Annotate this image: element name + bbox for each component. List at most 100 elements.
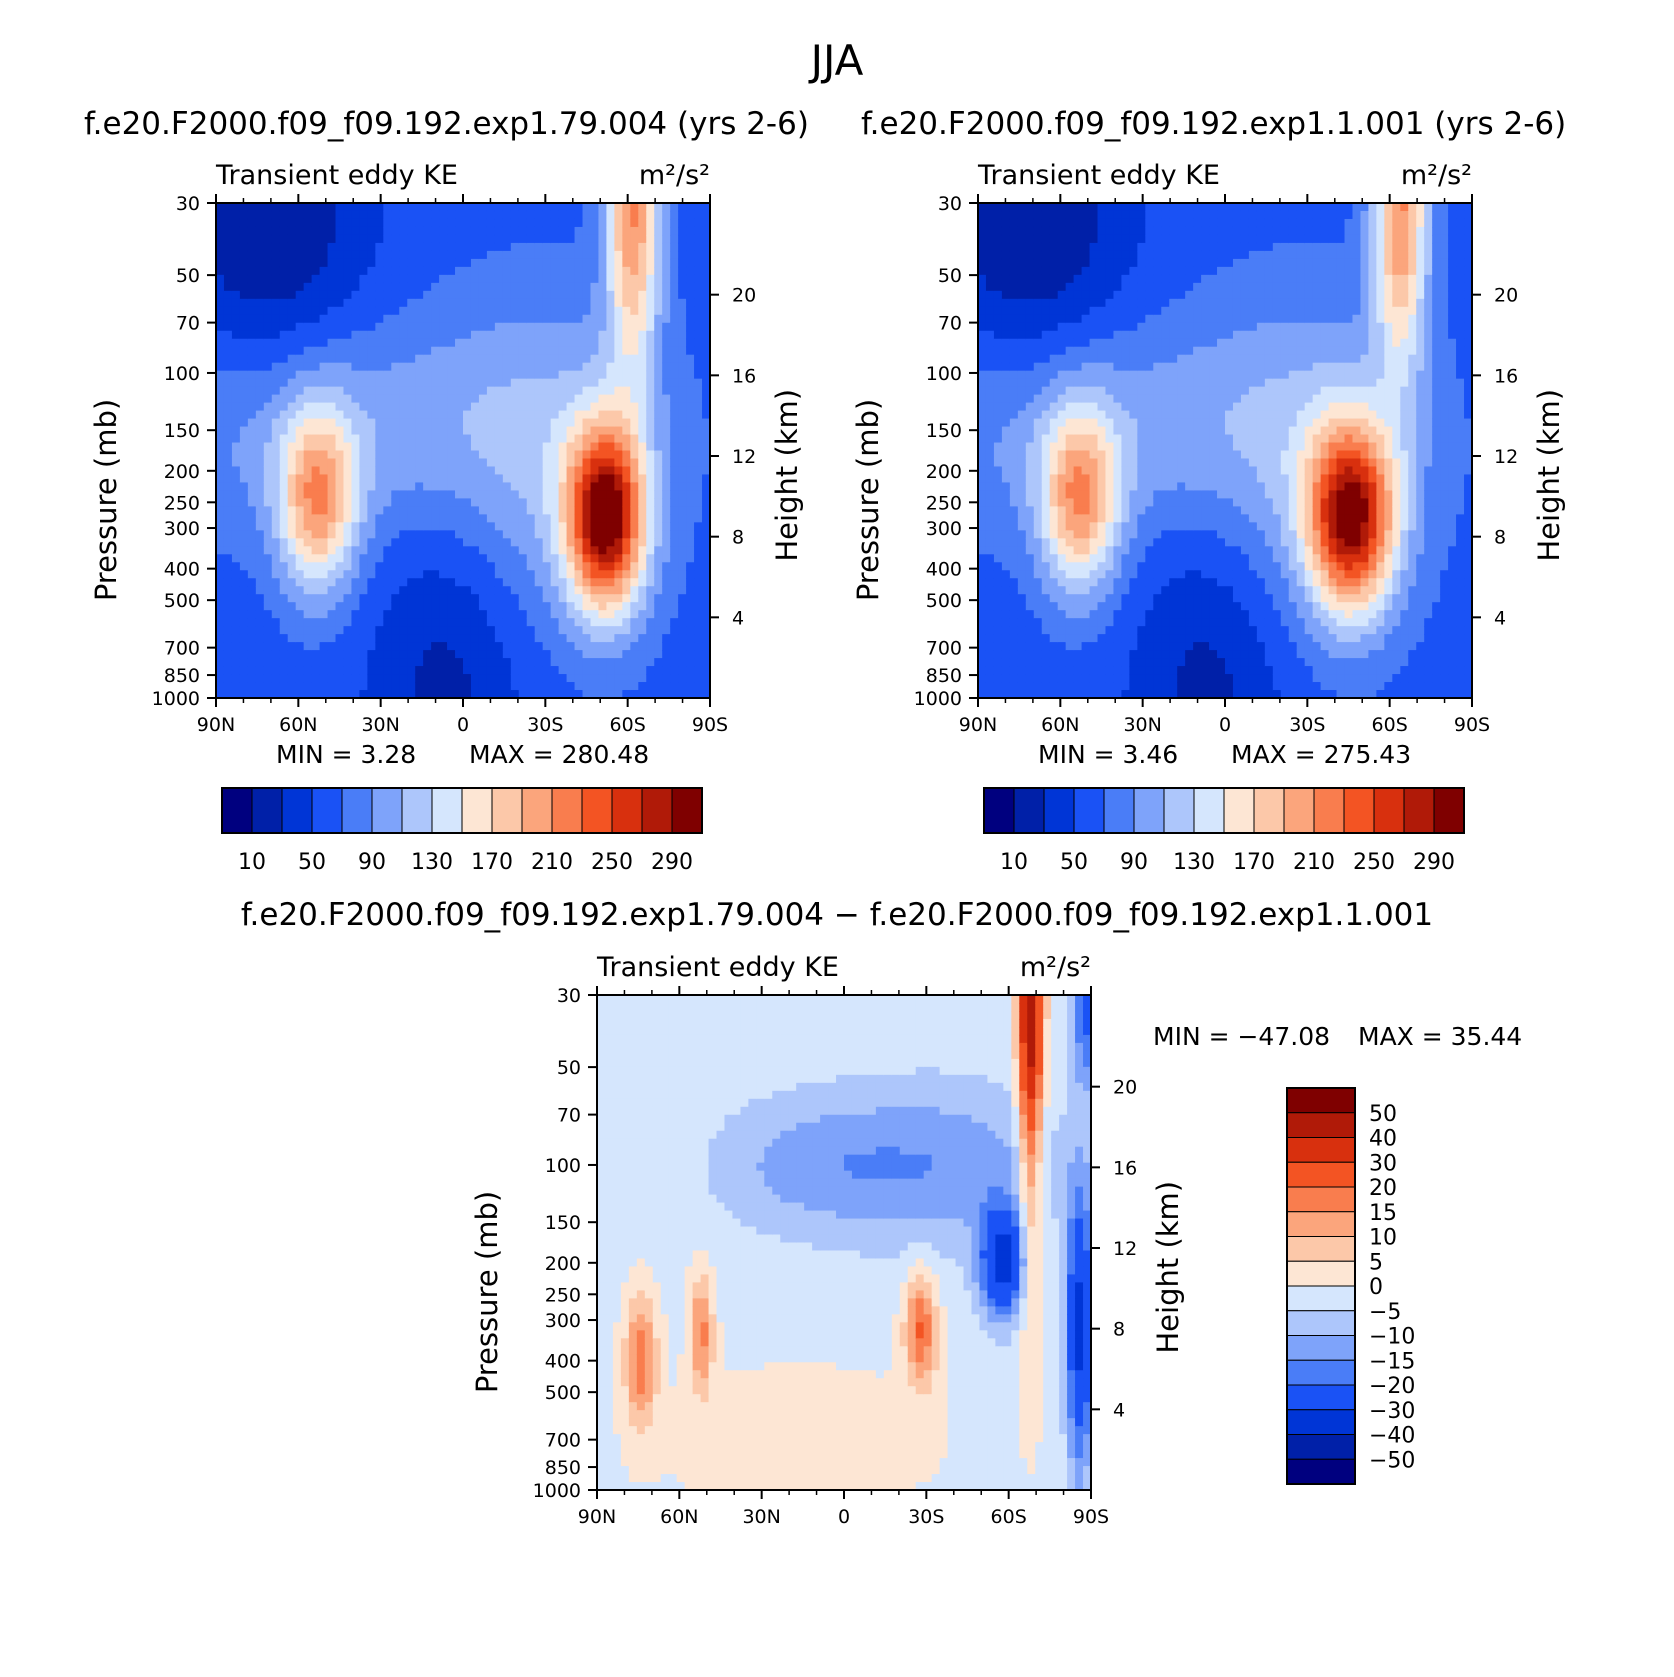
panel-a-cell — [216, 578, 225, 587]
panel-b-cell — [1097, 626, 1107, 635]
panel-a-cell — [447, 618, 456, 627]
panel-b-cell — [993, 690, 1003, 698]
panel-b-cell — [1049, 210, 1059, 220]
panel-b-cell — [1001, 602, 1011, 611]
panel-a-cell — [247, 426, 257, 436]
panel-a-cell — [423, 266, 432, 276]
panel-b-cell — [1057, 226, 1067, 236]
panel-a-cell — [526, 642, 536, 651]
panel-b-cell — [978, 362, 987, 372]
panel-a-cell — [279, 530, 289, 539]
panel-b-cell — [978, 482, 987, 492]
panel-a-cell — [311, 258, 321, 268]
panel-a-cell — [510, 570, 520, 579]
panel-a-cell — [542, 546, 552, 555]
panel-a-cell — [702, 234, 710, 244]
panel-a-cell — [702, 386, 710, 396]
panel-a-cell — [598, 274, 608, 284]
panel-a-cell — [630, 362, 639, 372]
panel-a-cell — [542, 242, 552, 252]
panel-a-cell — [654, 370, 663, 380]
panel-a-cell — [670, 666, 679, 675]
panel-a-cell — [407, 570, 416, 579]
panel-a-cell — [478, 386, 488, 396]
panel-b-cell — [1057, 642, 1067, 651]
panel-a-cell — [391, 466, 400, 476]
panel-a-cell — [367, 258, 376, 268]
panel-a-cell — [606, 418, 615, 428]
panel-a-cell — [574, 290, 584, 300]
panel-b-cell — [1033, 570, 1043, 579]
panel-a-cell — [534, 626, 544, 635]
panel-a-cell — [303, 586, 313, 595]
panel-a-cell — [550, 530, 560, 539]
panel-a-cell — [470, 506, 480, 515]
panel-a-cell — [630, 434, 639, 444]
panel-a-cell — [518, 458, 528, 468]
panel-a-cell — [455, 394, 464, 404]
panel-b-cell — [1009, 362, 1019, 372]
panel-b-cell — [1065, 362, 1075, 372]
panel-a-cell — [494, 346, 504, 356]
panel-a-cell — [494, 362, 504, 372]
panel-a-cell — [606, 306, 615, 316]
panel-a-cell — [455, 594, 464, 603]
panel-a-cell — [375, 258, 384, 268]
panel-a-cell — [614, 482, 623, 492]
panel-a-cell — [590, 554, 600, 563]
panel-a-cell — [614, 394, 623, 404]
panel-a-cell — [423, 402, 432, 412]
panel-a-cell — [375, 203, 384, 212]
panel-a-cell — [678, 594, 687, 603]
panel-a-cell — [502, 442, 512, 452]
panel-a-cell — [439, 282, 448, 292]
panel-a-cell — [351, 266, 361, 276]
panel-a-cell — [486, 234, 496, 244]
panel-a-cell — [598, 266, 608, 276]
panel-a-cell — [375, 506, 384, 515]
panel-b-cell — [1097, 210, 1107, 220]
panel-b-cell — [1097, 234, 1107, 244]
panel-a-cell — [686, 498, 695, 507]
panel-a-cell — [383, 594, 392, 603]
panel-a-cell — [470, 466, 480, 476]
panel-a-cell — [391, 250, 400, 260]
panel-b-cell — [1009, 370, 1019, 380]
panel-b-cell — [1089, 218, 1099, 228]
panel-b-cell — [1073, 578, 1083, 587]
panel-a-cell — [359, 426, 368, 436]
panel-a-cell — [247, 330, 257, 340]
panel-a-cell — [478, 602, 488, 611]
panel-b-cell — [978, 666, 987, 675]
panel-a-cell — [662, 362, 671, 372]
panel-b-cell — [985, 450, 995, 460]
panel-a-cell — [654, 250, 663, 260]
panel-a-cell — [319, 626, 329, 635]
panel-a-cell — [383, 402, 392, 412]
panel-b-cell — [1089, 258, 1099, 268]
panel-a-cell — [255, 530, 265, 539]
panel-a-cell — [526, 442, 536, 452]
panel-a-cell — [455, 402, 464, 412]
panel-a-cell — [311, 203, 321, 212]
panel-a-cell — [439, 538, 448, 547]
panel-a-cell — [415, 490, 424, 499]
panel-a-cell — [622, 282, 631, 292]
panel-a-cell — [694, 322, 703, 332]
panel-a-cell — [231, 218, 241, 228]
panel-b-cell — [1097, 578, 1107, 587]
panel-a-cell — [566, 394, 576, 404]
panel-a-cell — [375, 570, 384, 579]
panel-a-cell — [463, 562, 472, 571]
panel-a-cell — [287, 362, 297, 372]
panel-a-cell — [606, 322, 615, 332]
panel-b-cell — [1049, 426, 1059, 436]
panel-a-cell — [439, 490, 448, 499]
panel-b-cell — [1017, 594, 1027, 603]
panel-a-cell — [694, 626, 703, 635]
panel-a-cell — [566, 490, 576, 499]
panel-a-cell — [534, 298, 544, 308]
panel-a-cell — [526, 330, 536, 340]
panel-a-cell — [383, 618, 392, 627]
panel-a-cell — [287, 554, 297, 563]
